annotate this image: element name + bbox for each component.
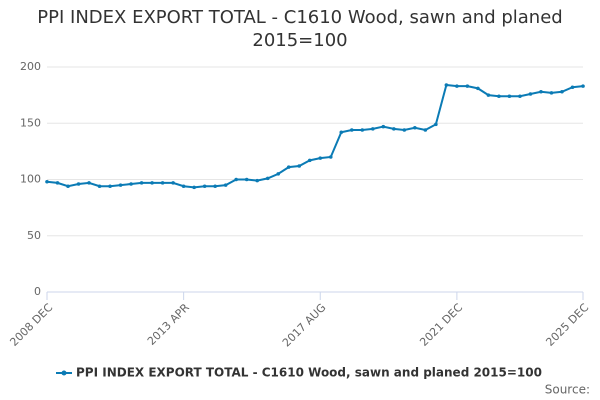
marker <box>181 184 186 189</box>
marker <box>108 184 112 189</box>
y-tick-label: 100 <box>20 173 41 186</box>
marker <box>276 172 281 176</box>
marker <box>244 177 249 182</box>
marker <box>581 84 585 88</box>
marker <box>66 184 70 189</box>
y-tick-label: 200 <box>20 60 41 73</box>
legend-label: PPI INDEX EXPORT TOTAL - C1610 Wood, saw… <box>76 366 542 380</box>
marker <box>150 181 154 185</box>
marker <box>255 178 259 183</box>
marker <box>528 92 533 96</box>
x-tick-label: 2025 DEC <box>543 301 591 349</box>
marker <box>476 86 480 91</box>
marker <box>87 181 91 185</box>
x-tick-label: 2021 DEC <box>417 301 465 349</box>
marker <box>434 122 438 127</box>
marker <box>423 128 428 132</box>
marker <box>160 181 165 185</box>
marker <box>171 181 175 185</box>
marker <box>360 128 365 132</box>
marker <box>507 94 512 99</box>
marker <box>455 84 459 88</box>
marker <box>129 182 133 186</box>
y-tick-label: 150 <box>20 116 41 129</box>
marker <box>234 177 238 182</box>
marker <box>118 183 123 187</box>
marker <box>97 184 102 189</box>
marker <box>307 158 312 163</box>
chart-title: PPI INDEX EXPORT TOTAL - C1610 Wood, saw… <box>37 7 563 51</box>
y-tick-label: 0 <box>34 285 41 298</box>
marker <box>318 156 323 160</box>
marker <box>497 94 501 99</box>
marker <box>223 183 228 187</box>
marker <box>192 185 196 190</box>
marker <box>539 89 543 94</box>
marker <box>55 181 60 185</box>
legend-marker <box>61 370 67 376</box>
x-tick-label: 2017 AUG <box>280 301 329 350</box>
marker <box>549 91 554 95</box>
marker <box>265 176 270 181</box>
marker <box>371 127 375 131</box>
marker <box>381 124 386 129</box>
marker <box>286 165 291 169</box>
marker <box>570 85 575 90</box>
marker <box>349 128 354 132</box>
marker <box>328 155 333 159</box>
marker <box>297 164 302 168</box>
marker <box>339 130 344 135</box>
marker <box>139 181 144 185</box>
marker <box>202 184 207 189</box>
marker <box>486 93 491 97</box>
x-tick-label: 2013 APR <box>145 301 192 348</box>
line <box>46 83 584 189</box>
y-tick-label: 50 <box>27 229 41 242</box>
marker <box>560 89 564 94</box>
marker <box>465 84 470 88</box>
marker <box>392 127 396 131</box>
marker <box>444 83 449 87</box>
marker <box>518 94 522 99</box>
marker <box>413 125 417 130</box>
source: Source: <box>545 383 590 397</box>
marker <box>45 179 49 184</box>
marker <box>402 128 407 132</box>
marker <box>213 184 217 189</box>
marker <box>76 182 81 186</box>
x-tick-label: 2008 DEC <box>7 301 55 349</box>
